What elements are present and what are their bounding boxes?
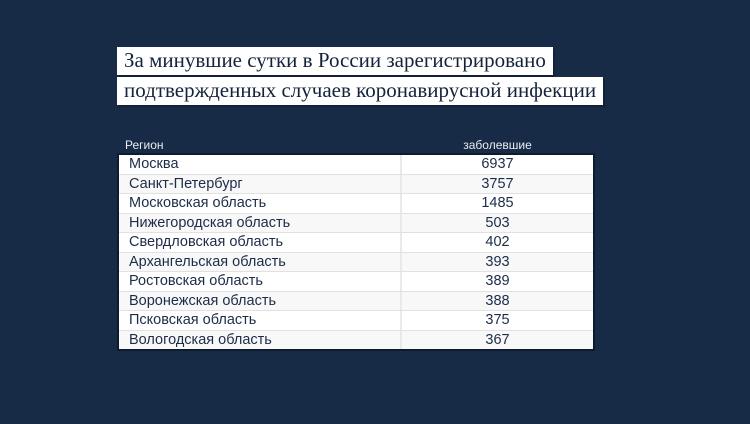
headline-line-2: подтвержденных случаев коронавирусной ин… — [117, 77, 604, 105]
table-row: Нижегородская область 503 — [119, 212, 593, 232]
column-header-region: Регион — [125, 138, 164, 152]
region-cell: Нижегородская область — [119, 213, 402, 232]
table-row: Воронежская область 388 — [119, 290, 593, 310]
cases-cell: 367 — [485, 331, 510, 348]
table-row: Ростовская область 389 — [119, 271, 593, 291]
region-cell: Санкт-Петербург — [119, 174, 402, 193]
cases-cell: 389 — [485, 273, 510, 290]
cases-cell: 375 — [485, 312, 510, 329]
region-cell: Вологодская область — [119, 330, 402, 349]
table-row: Вологодская область 367 — [119, 329, 593, 349]
table-row: Санкт-Петербург 3757 — [119, 173, 593, 193]
cases-cell: 6937 — [481, 156, 514, 173]
cases-cell: 402 — [485, 234, 510, 251]
cases-cell: 503 — [485, 214, 510, 231]
table-row: Свердловская область 402 — [119, 232, 593, 252]
table-row: Архангельская область 393 — [119, 251, 593, 271]
cases-cell: 393 — [485, 253, 510, 270]
cases-cell: 1485 — [481, 195, 514, 212]
cases-cell: 388 — [485, 292, 510, 309]
region-cell: Псковская область — [119, 311, 402, 330]
headline: За минувшие сутки в России зарегистриров… — [117, 47, 604, 107]
table-header: Регион заболевшие — [117, 135, 595, 152]
cases-table-block: Регион заболевшие Москва 6937 Санкт-Петерб… — [117, 135, 595, 351]
table-row: Московская область 1485 — [119, 193, 593, 213]
region-cell: Ростовская область — [119, 272, 402, 291]
region-cell: Москва — [119, 155, 402, 174]
region-cell: Воронежская область — [119, 291, 402, 310]
cases-cell: 3757 — [481, 175, 514, 192]
region-cell: Архангельская область — [119, 252, 402, 271]
table-row: Москва 6937 — [119, 155, 593, 174]
table-row: Псковская область 375 — [119, 310, 593, 330]
cases-table: Москва 6937 Санкт-Петербург 3757 Московская … — [117, 153, 595, 351]
column-header-cases: заболевшие — [463, 138, 532, 152]
headline-line-1: За минувшие сутки в России зарегистриров… — [117, 47, 553, 75]
region-cell: Московская область — [119, 194, 402, 213]
region-cell: Свердловская область — [119, 233, 402, 252]
